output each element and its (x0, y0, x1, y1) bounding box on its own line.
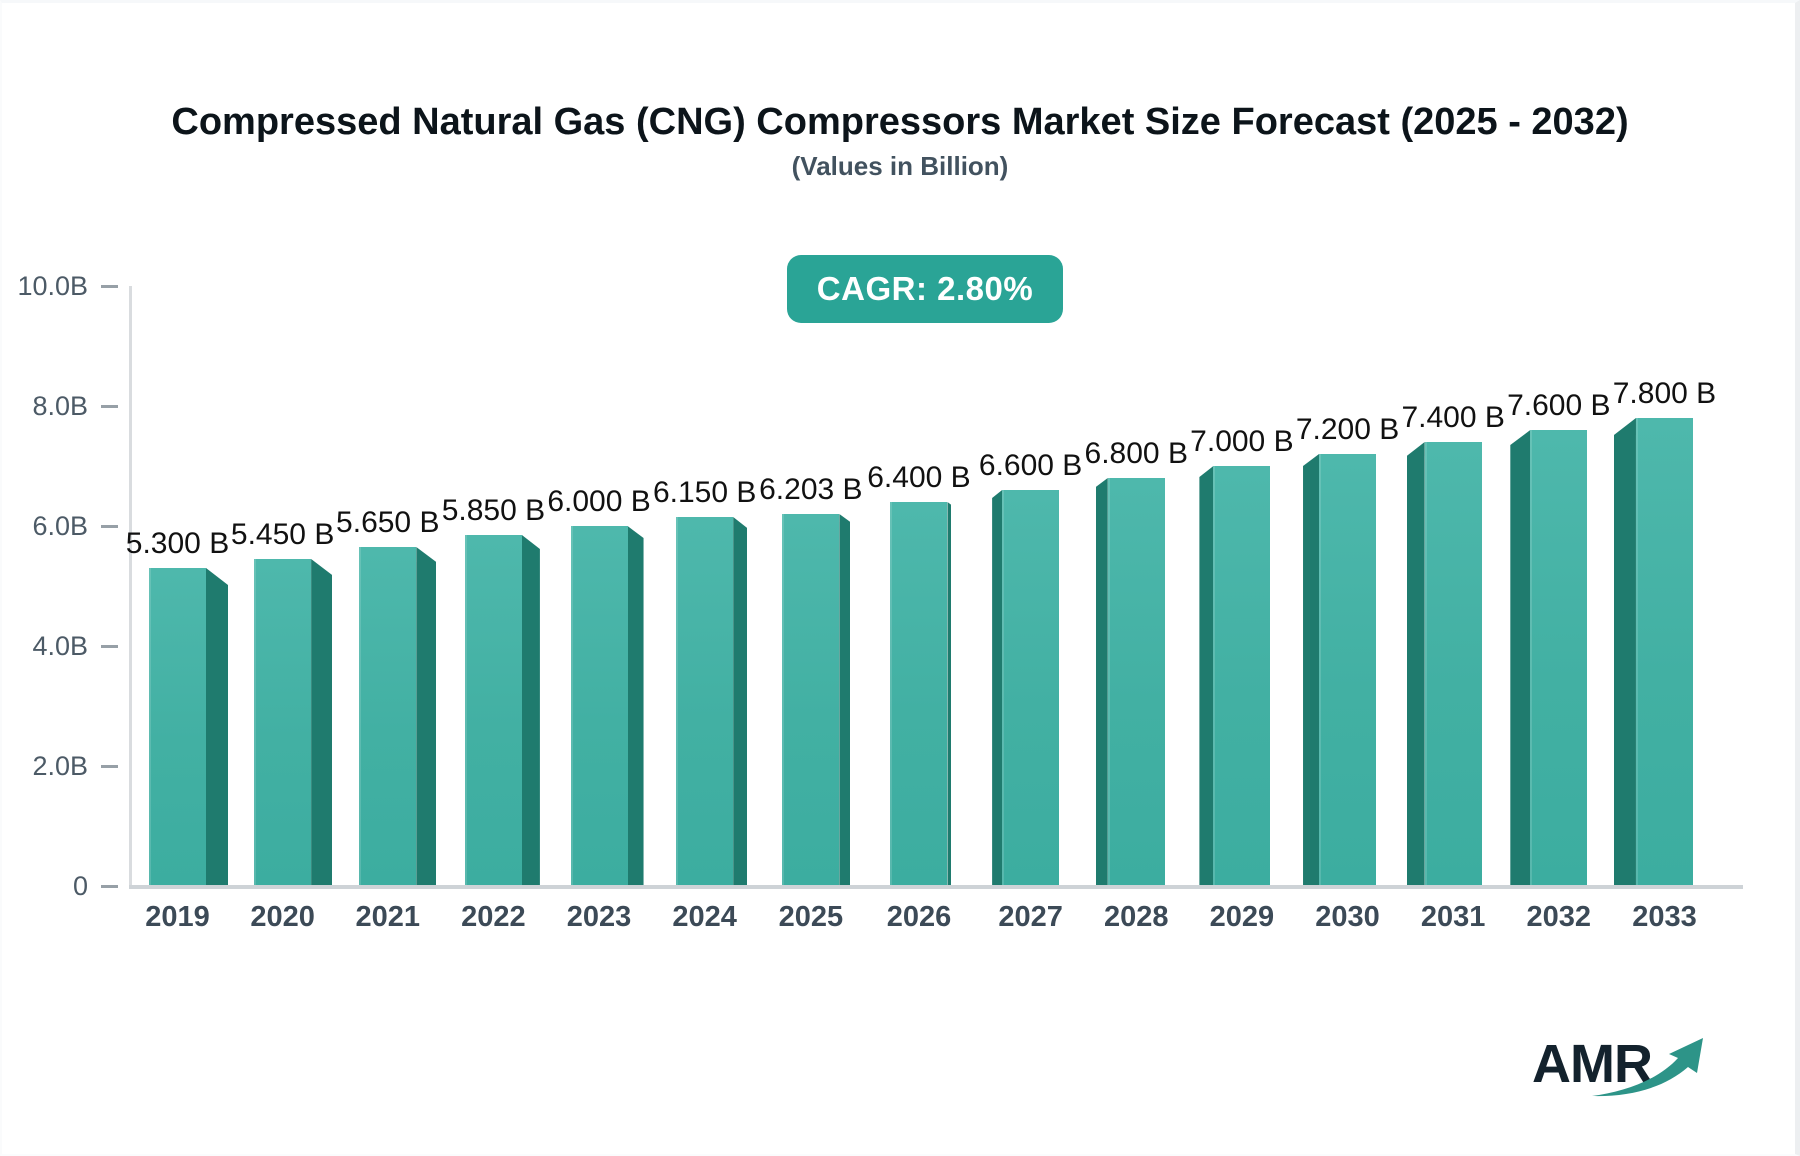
amr-logo-text: AMR (1532, 1034, 1653, 1094)
x-axis-label: 2027 (998, 901, 1063, 933)
bar-value-label: 7.400 B (1401, 401, 1505, 434)
bar (1002, 490, 1060, 886)
bar-value-label: 7.200 B (1295, 413, 1400, 446)
x-axis-label: 2024 (672, 901, 737, 933)
bar (890, 502, 948, 886)
x-axis-label: 2023 (566, 901, 632, 933)
x-axis-label: 2028 (1103, 901, 1169, 933)
x-axis-label: 2031 (1420, 901, 1486, 933)
x-axis-label: 2029 (1209, 901, 1275, 933)
bar-value-label: 5.300 B (125, 527, 230, 560)
bar-value-label: 7.800 B (1612, 377, 1717, 410)
bar-side-face (1406, 442, 1425, 886)
x-axis-label: 2026 (886, 901, 952, 933)
cagr-badge: CAGR: 2.80% (787, 255, 1063, 323)
cagr-badge-label: CAGR: 2.80% (816, 270, 1034, 307)
bar-side-face (1199, 466, 1214, 886)
x-axis-label: 2032 (1526, 901, 1592, 933)
bar-side-face (947, 502, 952, 886)
bar-side-face (1095, 478, 1108, 886)
y-axis-tick-label: 10.0B (17, 271, 88, 301)
y-axis-tick-label: 6.0B (32, 511, 88, 541)
chart-subtitle: (Values in Billion) (791, 151, 1009, 181)
bar-side-face (521, 535, 540, 886)
y-axis-tick-label: 8.0B (32, 391, 88, 421)
bar-side-face (733, 517, 748, 886)
y-axis-tick-mark (101, 885, 118, 888)
x-axis-label: 2020 (250, 901, 315, 933)
bar (1319, 454, 1377, 886)
bar-value-label: 6.150 B (652, 476, 757, 509)
bar-side-face (992, 490, 1003, 886)
bar (359, 547, 417, 886)
y-axis-tick-label: 4.0B (32, 631, 88, 661)
bar-side-face (627, 526, 644, 886)
trend-up-arrow-icon (1592, 1038, 1703, 1097)
bar-side-face (839, 514, 851, 886)
bar-value-label: 5.850 B (441, 494, 546, 527)
y-axis-tick-mark (101, 285, 118, 288)
bar (1530, 430, 1588, 886)
bar-value-label: 7.000 B (1190, 425, 1294, 458)
bar (464, 535, 522, 886)
bar-value-label: 6.203 B (759, 473, 863, 506)
bar (1213, 466, 1271, 886)
bar-value-label: 5.650 B (336, 506, 440, 539)
bar-value-label: 6.800 B (1084, 437, 1188, 470)
bar-value-label: 6.400 B (867, 461, 971, 494)
bar-value-label: 7.600 B (1507, 389, 1611, 422)
x-axis-label: 2030 (1315, 901, 1380, 933)
x-axis-line (129, 885, 1743, 889)
bar-side-face (416, 547, 437, 886)
y-axis-tick-mark (101, 405, 118, 408)
y-axis-tick-mark (101, 645, 118, 648)
bar-side-face (1303, 454, 1320, 886)
bar-side-face (311, 559, 333, 886)
bar (1107, 478, 1165, 886)
bar-value-label: 6.000 B (547, 485, 651, 518)
x-axis-label: 2025 (778, 901, 844, 933)
x-axis-label: 2019 (145, 901, 210, 933)
amr-logo: AMR (1532, 1034, 1732, 1114)
bar-value-label: 5.450 B (230, 518, 335, 551)
x-axis-label: 2022 (461, 901, 526, 933)
y-axis-line (129, 286, 132, 886)
bar (1635, 418, 1693, 886)
x-axis-label: 2033 (1632, 901, 1697, 933)
chart-title: Compressed Natural Gas (CNG) Compressors… (171, 101, 1629, 143)
y-axis-tick-mark (101, 765, 118, 768)
bar (254, 559, 312, 886)
y-axis-tick-mark (101, 525, 118, 528)
bar-value-label: 6.600 B (978, 449, 1083, 482)
bar (149, 568, 206, 886)
bar (1424, 442, 1482, 886)
y-axis-tick-label: 2.0B (32, 751, 88, 781)
bar (676, 517, 734, 886)
bar-side-face (1510, 430, 1531, 886)
bar-side-face (206, 568, 228, 886)
bar-side-face (1613, 418, 1636, 886)
x-axis-label: 2021 (355, 901, 421, 933)
bar (782, 514, 840, 886)
bar (570, 526, 628, 886)
y-axis-tick-label: 0 (72, 871, 88, 901)
